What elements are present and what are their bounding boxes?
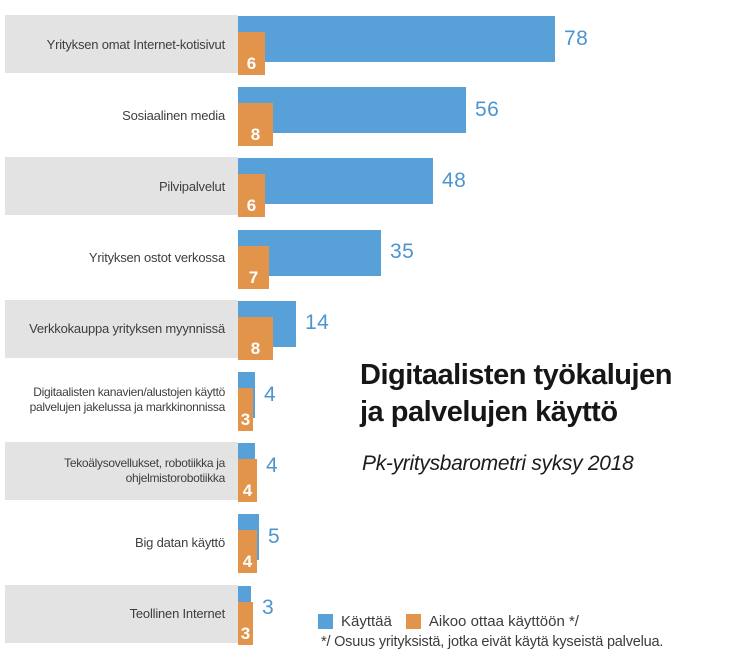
- value-label-aikoo: 7: [248, 267, 259, 287]
- row-band: [5, 442, 238, 501]
- category-label: Verkkokauppa yrityksen myynnissä: [29, 321, 225, 337]
- chart-subtitle: Pk-yritysbarometri syksy 2018: [362, 452, 634, 475]
- value-label-aikoo: 8: [250, 338, 261, 358]
- value-label-kayttaa: 56: [475, 97, 500, 121]
- value-label-aikoo: 4: [242, 552, 253, 572]
- value-label-kayttaa: 4: [266, 453, 279, 477]
- bar-aikoo: 3: [238, 601, 253, 645]
- value-label-kayttaa: 14: [305, 311, 330, 335]
- category-label: Yrityksen omat Internet-kotisivut: [46, 36, 226, 52]
- chart-footnote: */ Osuus yrityksistä, jotka eivät käytä …: [321, 634, 664, 650]
- category-label: Pilvipalvelut: [158, 178, 225, 194]
- bar-aikoo: 4: [238, 530, 257, 574]
- bar-aikoo: 6: [238, 32, 265, 75]
- value-label-kayttaa: 4: [264, 382, 277, 406]
- value-label-aikoo: 4: [242, 481, 253, 501]
- value-label-aikoo: 3: [240, 410, 251, 429]
- value-label-kayttaa: 3: [262, 596, 275, 620]
- value-label-aikoo: 6: [246, 196, 257, 216]
- legend: Käyttää Aikoo ottaa käyttöön */: [318, 613, 579, 630]
- category-label: Digitaalisten kanavien/alustojen käyttö …: [29, 385, 226, 414]
- value-label-aikoo: 6: [246, 54, 257, 73]
- bar-aikoo: 3: [238, 388, 253, 431]
- bar-kayttaa: [238, 87, 466, 134]
- category-label: Sosiaalinen media: [122, 107, 225, 123]
- category-label: Big datan käyttö: [134, 534, 225, 550]
- legend-label-aikoo: Aikoo ottaa käyttöön */: [428, 613, 579, 630]
- chart-title: Digitaalisten työkalujen ja palvelujen k…: [360, 359, 672, 428]
- value-label-kayttaa: 78: [564, 26, 589, 50]
- value-label-aikoo: 3: [240, 623, 251, 643]
- bar-aikoo: 7: [238, 245, 269, 289]
- bar-aikoo: 8: [238, 103, 273, 147]
- bar-kayttaa: [238, 158, 433, 205]
- legend-item-kayttaa: Käyttää: [318, 613, 392, 630]
- category-label: Tekoälysovellukset, robotiikka ja ohjelm…: [64, 456, 225, 486]
- legend-label-kayttaa: Käyttää: [341, 613, 392, 630]
- bar-kayttaa: [238, 16, 555, 62]
- row-band: [5, 15, 238, 73]
- value-label-kayttaa: 35: [390, 240, 415, 264]
- legend-swatch-blue-icon: [318, 614, 333, 629]
- bar-aikoo: 4: [238, 459, 257, 503]
- bar-aikoo: 6: [238, 174, 265, 218]
- row-band: [5, 584, 238, 643]
- value-label-kayttaa: 48: [442, 168, 467, 192]
- value-label-kayttaa: 5: [268, 524, 281, 548]
- row-band: [5, 157, 238, 216]
- category-label: Teollinen Internet: [129, 606, 226, 622]
- value-label-aikoo: 8: [250, 125, 261, 145]
- legend-swatch-orange-icon: [405, 614, 421, 629]
- category-label: Yrityksen ostot verkossa: [88, 250, 225, 266]
- row-band: [5, 299, 238, 358]
- legend-item-aikoo: Aikoo ottaa käyttöön */: [405, 613, 579, 630]
- bar-aikoo: 8: [238, 316, 273, 360]
